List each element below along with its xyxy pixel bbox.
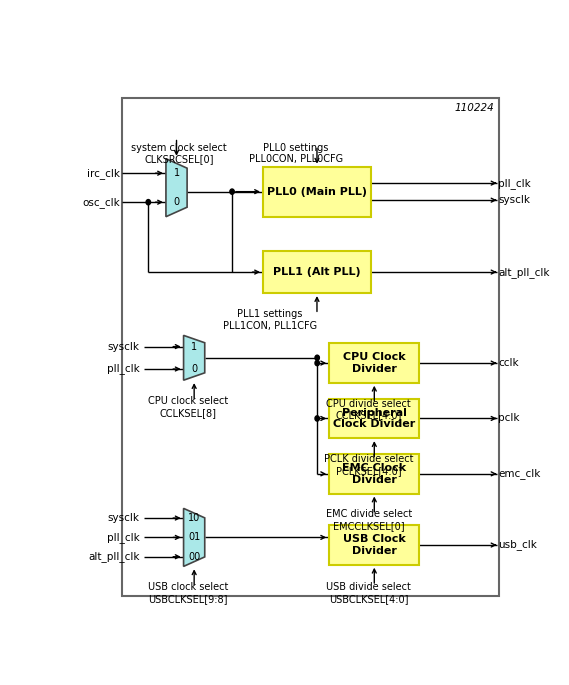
Polygon shape xyxy=(166,159,187,216)
Circle shape xyxy=(146,199,150,205)
Text: PLL1 (Alt PLL): PLL1 (Alt PLL) xyxy=(273,267,361,277)
Text: PLL0 (Main PLL): PLL0 (Main PLL) xyxy=(267,186,367,197)
Circle shape xyxy=(315,416,319,421)
Text: 10: 10 xyxy=(188,513,200,523)
Text: 110224: 110224 xyxy=(455,103,494,113)
Text: USB clock select
USBCLKSEL[9:8]: USB clock select USBCLKSEL[9:8] xyxy=(148,582,228,603)
Text: emc_clk: emc_clk xyxy=(498,469,541,479)
Text: alt_pll_clk: alt_pll_clk xyxy=(498,266,550,277)
Bar xyxy=(329,343,419,383)
Circle shape xyxy=(315,355,319,360)
Text: irc_clk: irc_clk xyxy=(86,168,119,179)
Bar xyxy=(263,251,371,293)
Bar xyxy=(263,166,371,216)
Text: 00: 00 xyxy=(188,551,200,562)
Text: sysclk: sysclk xyxy=(108,513,139,523)
Text: osc_clk: osc_clk xyxy=(82,197,119,208)
Text: sysclk: sysclk xyxy=(108,342,139,351)
Text: pll_clk: pll_clk xyxy=(107,532,139,543)
Text: 0: 0 xyxy=(191,364,197,374)
Text: 1: 1 xyxy=(191,342,197,351)
Text: Peripheral
Clock Divider: Peripheral Clock Divider xyxy=(333,408,415,429)
Circle shape xyxy=(230,189,234,195)
Text: pll_clk: pll_clk xyxy=(107,364,139,375)
Polygon shape xyxy=(184,508,205,566)
Text: EMC divide select
EMCCLKSEL[0]: EMC divide select EMCCLKSEL[0] xyxy=(325,510,412,531)
Circle shape xyxy=(315,360,319,366)
Text: 1: 1 xyxy=(174,169,180,178)
Text: usb_clk: usb_clk xyxy=(498,540,537,551)
Text: system clock select
CLKSRCSEL[0]: system clock select CLKSRCSEL[0] xyxy=(131,143,227,164)
Polygon shape xyxy=(184,336,205,380)
Text: cclk: cclk xyxy=(498,358,518,368)
Text: 01: 01 xyxy=(188,532,200,543)
Bar xyxy=(329,454,419,494)
Text: 0: 0 xyxy=(174,197,180,207)
Text: pclk: pclk xyxy=(498,414,519,423)
Text: sysclk: sysclk xyxy=(498,195,530,206)
Text: CPU Clock
Divider: CPU Clock Divider xyxy=(343,352,406,374)
Bar xyxy=(329,525,419,565)
Text: CPU divide select
CCLKSEL[4:0]: CPU divide select CCLKSEL[4:0] xyxy=(327,399,411,421)
Text: pll_clk: pll_clk xyxy=(498,177,531,188)
Text: CPU clock select
CCLKSEL[8]: CPU clock select CCLKSEL[8] xyxy=(148,396,228,418)
Text: USB divide select
USBCLKSEL[4:0]: USB divide select USBCLKSEL[4:0] xyxy=(327,582,411,603)
Text: USB Clock
Divider: USB Clock Divider xyxy=(343,534,406,556)
Bar xyxy=(329,399,419,438)
Text: PCLK divide select
PCLKSEL[4:0]: PCLK divide select PCLKSEL[4:0] xyxy=(324,454,414,475)
Text: EMC Clock
Divider: EMC Clock Divider xyxy=(342,463,406,484)
Text: PLL0 settings
PLL0CON, PLL0CFG: PLL0 settings PLL0CON, PLL0CFG xyxy=(249,143,343,164)
Text: PLL1 settings
PLL1CON, PLL1CFG: PLL1 settings PLL1CON, PLL1CFG xyxy=(222,309,316,331)
Bar xyxy=(122,98,499,597)
Text: alt_pll_clk: alt_pll_clk xyxy=(88,551,139,562)
